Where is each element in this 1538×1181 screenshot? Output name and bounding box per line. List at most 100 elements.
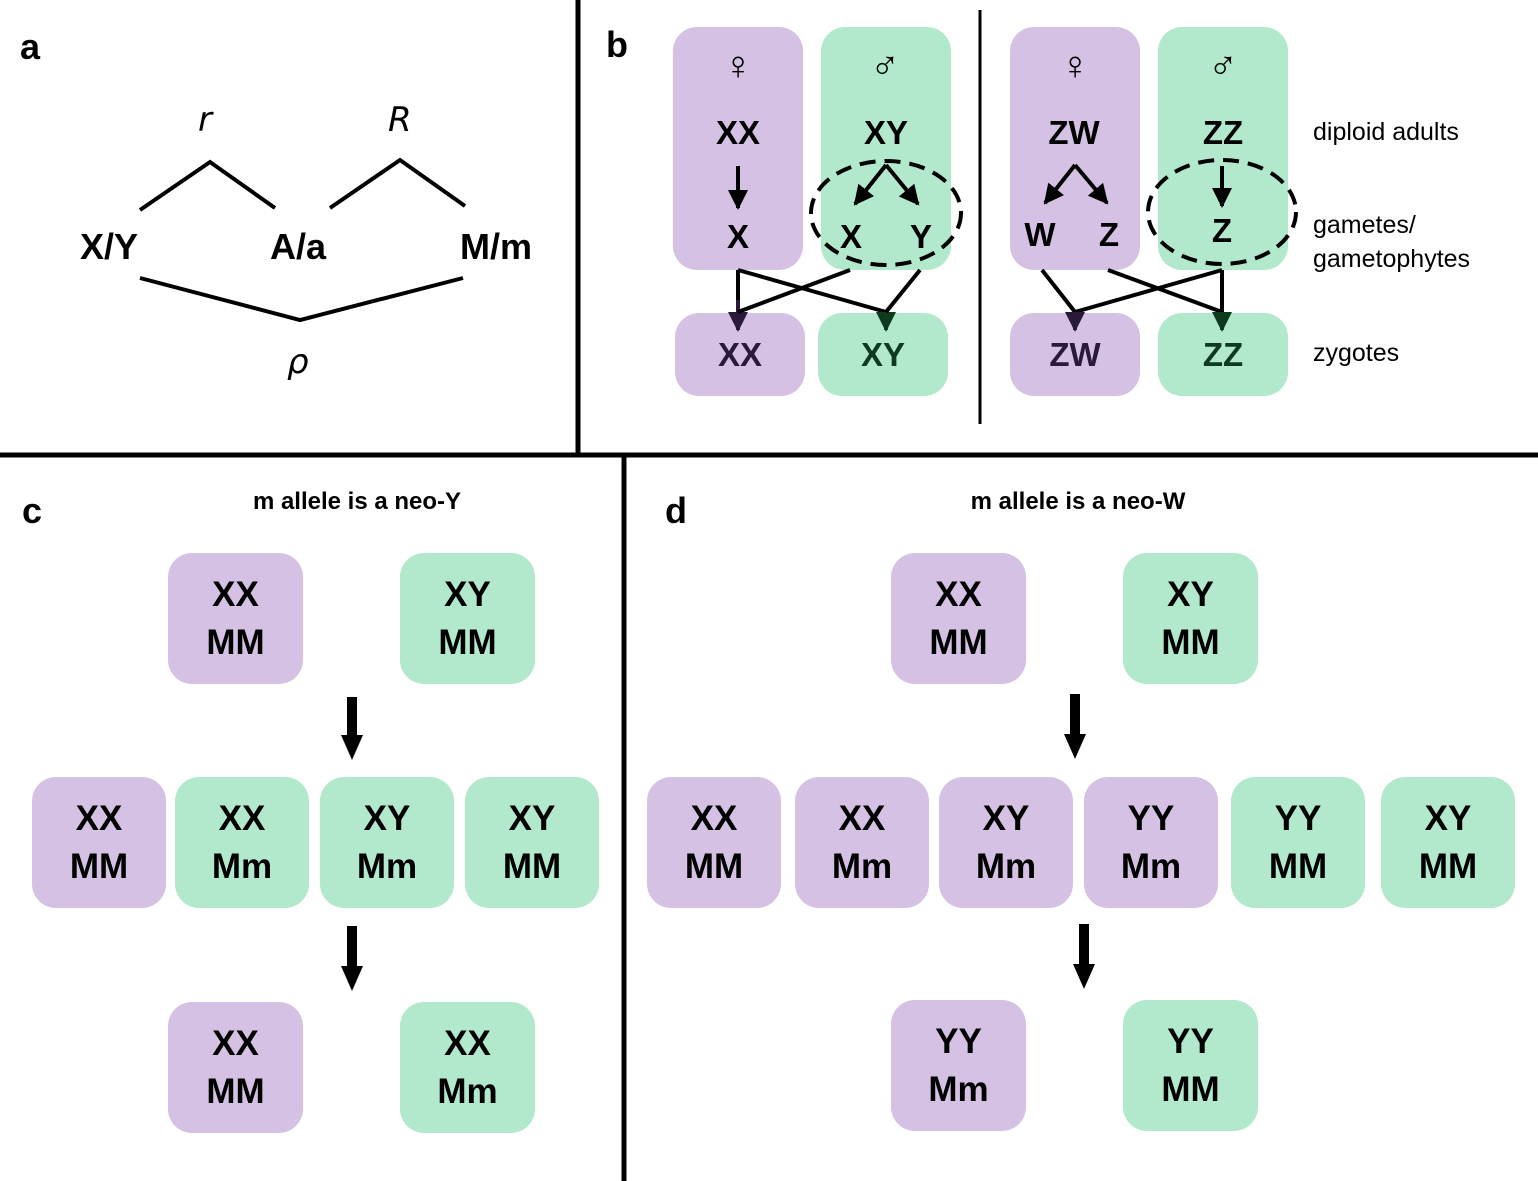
male-genotype-box: XY MM [1381, 777, 1515, 908]
female-symbol-icon: ♀ [1060, 44, 1090, 88]
xy-male-adult: XY [863, 114, 909, 151]
m-locus-genotype: MM [438, 622, 497, 662]
male-genotype-box: XY MM [1123, 553, 1258, 684]
sex-chromosome-genotype: XY [982, 798, 1030, 838]
xy-male-gamete-y: Y [909, 218, 932, 255]
rate-rho-connector [139, 276, 464, 323]
zw-male-column [1158, 27, 1288, 270]
m-locus-genotype: MM [1161, 1069, 1220, 1109]
female-symbol-icon: ♀ [723, 44, 753, 88]
xy-male-column [821, 27, 951, 270]
down-arrow-icon [341, 697, 363, 760]
down-arrow-icon [1064, 694, 1086, 759]
panel-b-label: b [606, 24, 628, 65]
m-locus-genotype: MM [206, 622, 265, 662]
sex-chromosome-genotype: XX [212, 574, 259, 614]
sex-chromosome-genotype: XY [444, 574, 491, 614]
label-zygotes: zygotes [1313, 339, 1400, 367]
sex-chromosome-genotype: XX [75, 798, 123, 838]
female-genotype-box: XX Mm [795, 777, 929, 908]
label-gametes: gametes/ [1313, 211, 1416, 239]
zw-male-gamete: Z [1211, 212, 1233, 249]
m-locus-genotype: MM [684, 846, 744, 886]
m-locus-genotype: Mm [831, 846, 893, 886]
male-symbol-icon: ♂ [870, 44, 900, 88]
zw-female-gamete-z: Z [1098, 216, 1120, 253]
panel-a-label: a [20, 26, 41, 67]
male-genotype-box: XY MM [465, 777, 599, 908]
female-genotype-box: XX MM [647, 777, 781, 908]
m-locus-genotype: MM [1418, 846, 1478, 886]
sex-chromosome-genotype: YY [935, 1021, 982, 1061]
male-genotype-box: YY MM [1123, 1000, 1258, 1131]
rate-R-label: R [388, 100, 412, 140]
panel-c-label: c [22, 490, 43, 531]
xy-female-gamete: X [726, 218, 749, 255]
sex-chromosome-genotype: XY [508, 798, 556, 838]
male-genotype-box: XY Mm [320, 777, 454, 908]
female-genotype-box: XX MM [891, 553, 1026, 684]
locus-m: M/m [460, 226, 532, 267]
m-locus-genotype: MM [502, 846, 562, 886]
sex-chromosome-genotype: XX [444, 1023, 491, 1063]
m-locus-genotype: MM [929, 622, 988, 662]
panel-c-title: m allele is a neo-Y [252, 488, 462, 515]
male-symbol-icon: ♂ [1208, 44, 1238, 88]
male-genotype-box: XX Mm [400, 1002, 535, 1133]
sex-chromosome-genotype: XY [1424, 798, 1472, 838]
female-genotype-box: YY Mm [1084, 777, 1218, 908]
zw-female-column [1010, 27, 1140, 270]
label-diploid-adults: diploid adults [1313, 118, 1459, 146]
m-locus-genotype: MM [1268, 846, 1328, 886]
sex-chromosome-genotype: XY [363, 798, 411, 838]
m-locus-genotype: MM [1161, 622, 1220, 662]
male-genotype-box: YY MM [1231, 777, 1365, 908]
zw-male-adult: ZZ [1202, 114, 1244, 151]
sex-chromosome-genotype: YY [1127, 798, 1175, 838]
sex-chromosome-genotype: XX [690, 798, 738, 838]
male-genotype-box: XY MM [400, 553, 535, 684]
sex-chromosome-genotype: XX [218, 798, 266, 838]
rate-rho-label: ρ [287, 342, 309, 382]
rate-r-connector [138, 159, 277, 212]
rate-R-connector [328, 157, 467, 210]
sex-chromosome-genotype: YY [1274, 798, 1322, 838]
sex-chromosome-genotype: XX [838, 798, 886, 838]
m-locus-genotype: Mm [437, 1071, 498, 1111]
female-genotype-box: XY Mm [939, 777, 1073, 908]
zygote-genotype: ZZ [1202, 335, 1244, 373]
m-locus-genotype: Mm [211, 846, 273, 886]
female-genotype-box: XX MM [168, 1002, 303, 1133]
m-locus-genotype: MM [69, 846, 129, 886]
m-locus-genotype: Mm [928, 1069, 989, 1109]
locus-a: A/a [270, 226, 327, 267]
sex-chromosome-genotype: XX [935, 574, 982, 614]
label-gametophytes: gametophytes [1313, 245, 1471, 273]
male-genotype-box: XX Mm [175, 777, 309, 908]
panel-d-label: d [665, 490, 687, 531]
xy-female-column [673, 27, 803, 270]
down-arrow-icon [1073, 924, 1095, 989]
zw-female-gamete-w: W [1024, 216, 1056, 253]
rate-r-label: r [198, 100, 212, 140]
locus-sex-chromosome: X/Y [80, 226, 139, 267]
sex-chromosome-genotype: YY [1167, 1021, 1214, 1061]
xy-female-adult: XX [715, 114, 761, 151]
zygote-genotype: XX [717, 335, 763, 373]
m-locus-genotype: Mm [975, 846, 1037, 886]
female-genotype-box: XX MM [32, 777, 166, 908]
panel-d-title: m allele is a neo-W [970, 488, 1186, 515]
zygote-genotype: XY [860, 335, 906, 373]
zw-female-adult: ZW [1048, 114, 1100, 151]
m-locus-genotype: Mm [1120, 846, 1182, 886]
sex-chromosome-genotype: XX [212, 1023, 259, 1063]
xy-male-gamete-x: X [839, 218, 862, 255]
female-genotype-box: XX MM [168, 553, 303, 684]
m-locus-genotype: Mm [356, 846, 418, 886]
zygote-genotype: ZW [1049, 335, 1101, 373]
m-locus-genotype: MM [206, 1071, 265, 1111]
